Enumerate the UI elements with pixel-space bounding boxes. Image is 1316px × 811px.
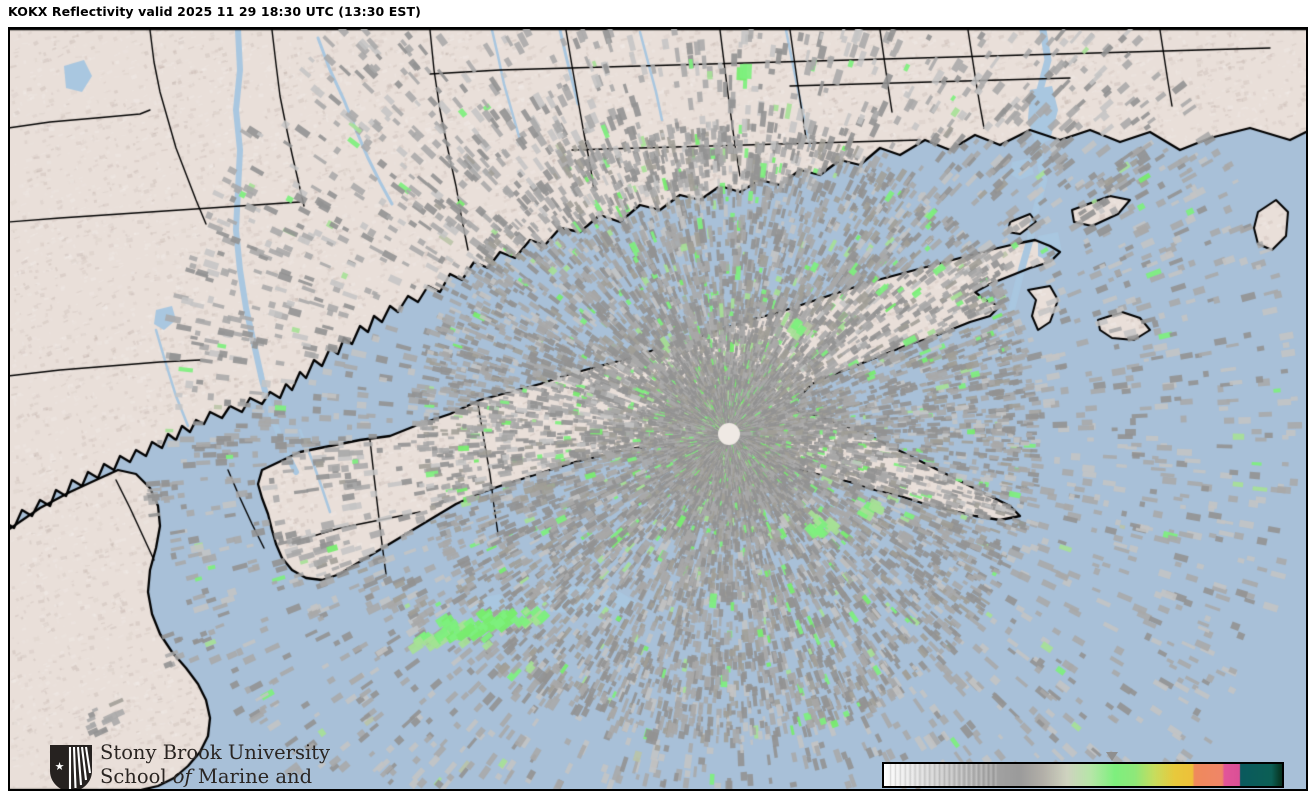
radar-map-canvas[interactable] (10, 29, 1306, 789)
colorbar-tick-20: 20 (1022, 790, 1041, 791)
logo-line-3: Atmospheric Sciences (100, 789, 330, 791)
colorbar-tick-60: 60 (1190, 790, 1209, 791)
colorbar-tick-70: 70 (1232, 790, 1251, 791)
page-title: KOKX Reflectivity valid 2025 11 29 18:30… (8, 4, 421, 19)
colorbar-tick-80: 80 (1272, 790, 1291, 791)
map-frame[interactable]: 0204050607080 ★ Stony Brook University S… (8, 27, 1308, 791)
colorbar-tick-50: 50 (1145, 790, 1164, 791)
colorbar-tick-40: 40 (1103, 790, 1122, 791)
colorbar-under-range-arrow-icon (876, 789, 888, 791)
colorbar-tick-0: 0 (940, 790, 950, 791)
